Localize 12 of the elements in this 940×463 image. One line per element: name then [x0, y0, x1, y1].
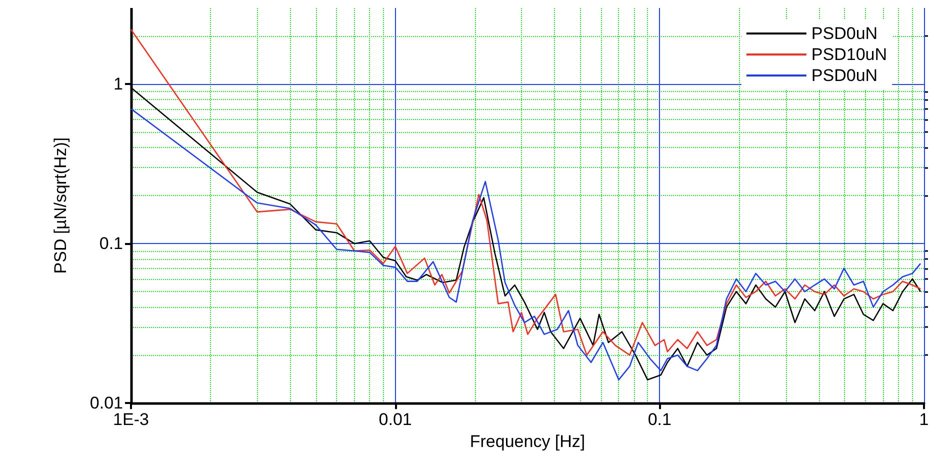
y-tick-label: 0.01 [90, 394, 123, 413]
legend-label: PSD0uN [811, 24, 878, 43]
x-tick-label: 0.01 [378, 410, 412, 430]
legend-label: PSD0uN [811, 66, 878, 85]
y-tick-label: 1 [114, 74, 123, 94]
x-tick-label: 1E-3 [113, 410, 149, 430]
x-tick-label: 1 [919, 410, 929, 430]
x-tick-label: 0.1 [648, 410, 672, 430]
x-axis-title: Frequency [Hz] [470, 432, 586, 451]
y-tick-label: 0.1 [99, 234, 123, 254]
y-axis-title: PSD [µN/sqrt(Hz)] [51, 137, 70, 274]
legend-label: PSD10uN [811, 45, 888, 64]
